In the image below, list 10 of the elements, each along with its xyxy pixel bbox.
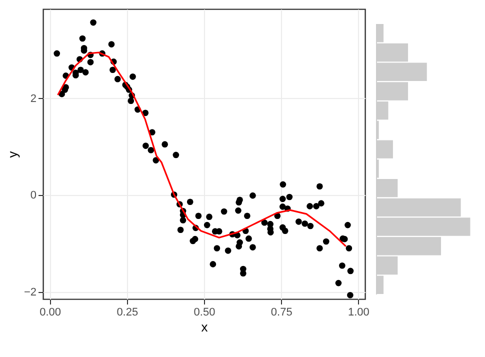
x-tick-label: 0.75: [270, 306, 292, 318]
y-axis-title: y: [4, 150, 20, 158]
x-tick-label: 1.00: [348, 306, 370, 318]
x-axis-title: x: [201, 320, 208, 334]
y-tick-label: 0: [30, 190, 36, 202]
x-tick-label: 0.25: [116, 306, 138, 318]
y-tick-label: −2: [24, 286, 36, 298]
y-tick-label: 2: [30, 92, 36, 105]
x-tick-label: 0.00: [40, 306, 61, 318]
x-tick-label: 0.50: [194, 306, 216, 318]
